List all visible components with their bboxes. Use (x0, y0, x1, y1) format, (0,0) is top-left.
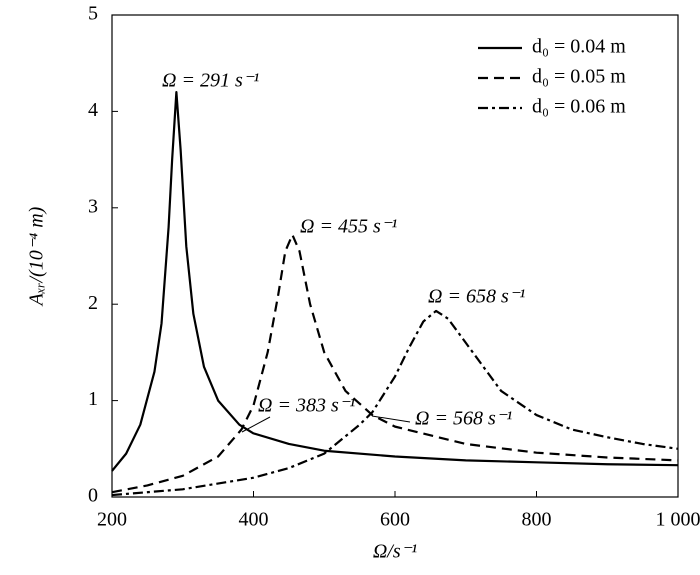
series-line (111, 91, 679, 472)
x-tick-label: 1 000 (656, 509, 700, 531)
annotation: Ω = 455 s⁻¹ (300, 216, 397, 238)
annotation: Ω = 568 s⁻¹ (415, 408, 512, 430)
legend-label: d₀ = 0.06 m (532, 96, 626, 118)
annotation: Ω = 383 s⁻¹ (258, 395, 355, 417)
series-line (111, 309, 679, 497)
x-tick-label: 400 (239, 509, 269, 531)
y-tick-label: 1 (88, 388, 98, 410)
y-tick-label: 0 (88, 485, 98, 507)
x-tick-label: 600 (380, 509, 410, 531)
legend-label: d₀ = 0.05 m (532, 66, 626, 88)
annotation: Ω = 291 s⁻¹ (162, 70, 259, 92)
x-tick-label: 200 (97, 509, 127, 531)
annotation: Ω = 658 s⁻¹ (428, 286, 525, 308)
y-tick-label: 2 (88, 292, 98, 314)
leader-line (371, 415, 411, 423)
x-axis-label: Ω/s⁻¹ (373, 541, 417, 563)
legend-label: d₀ = 0.04 m (532, 36, 626, 58)
x-tick-label: 800 (522, 509, 552, 531)
y-tick-label: 5 (88, 3, 98, 25)
series-line (111, 233, 679, 494)
y-axis-label: Aₓᵣ/(10⁻⁴ m) (26, 206, 48, 307)
y-tick-label: 3 (88, 195, 98, 217)
y-tick-label: 4 (88, 99, 98, 121)
